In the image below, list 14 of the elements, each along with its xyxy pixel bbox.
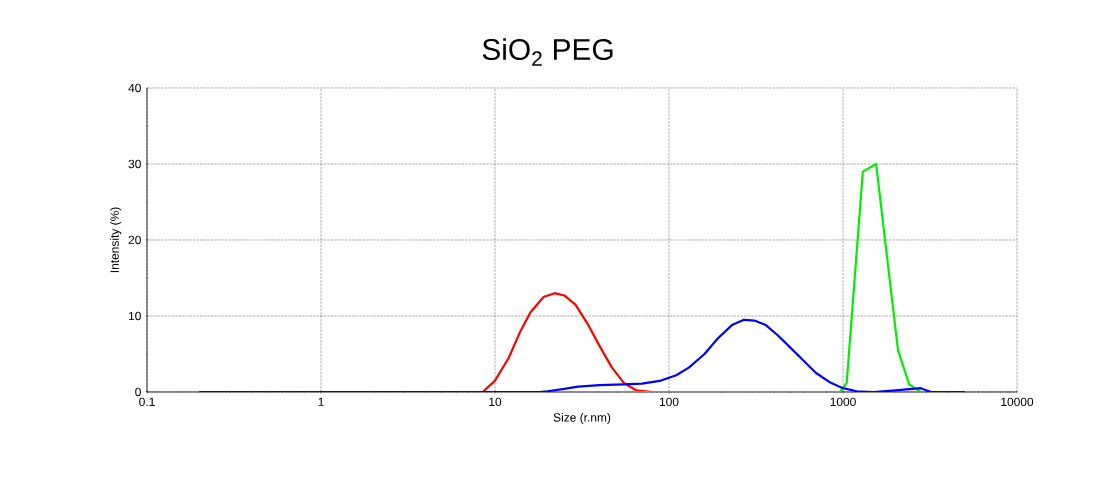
y-tick-label: 0 [135,387,141,397]
x-tick-label: 1000 [830,397,856,407]
y-tick-label: 40 [128,83,141,93]
x-tick-label: 10000 [1001,397,1034,407]
x-tick-label: 0.1 [139,397,155,407]
y-axis-title: Intensity (%) [110,207,122,273]
y-tick-label: 10 [128,311,141,321]
x-tick-label: 1 [318,397,324,406]
y-tick-label: 20 [128,235,141,245]
x-tick-label: 10 [489,397,502,407]
y-tick-label: 30 [128,159,141,169]
x-axis-title: Size (r.nm) [553,412,611,425]
chart-title: SiO$_{2}$ PEG [482,38,613,66]
x-tick-label: 100 [659,397,679,407]
